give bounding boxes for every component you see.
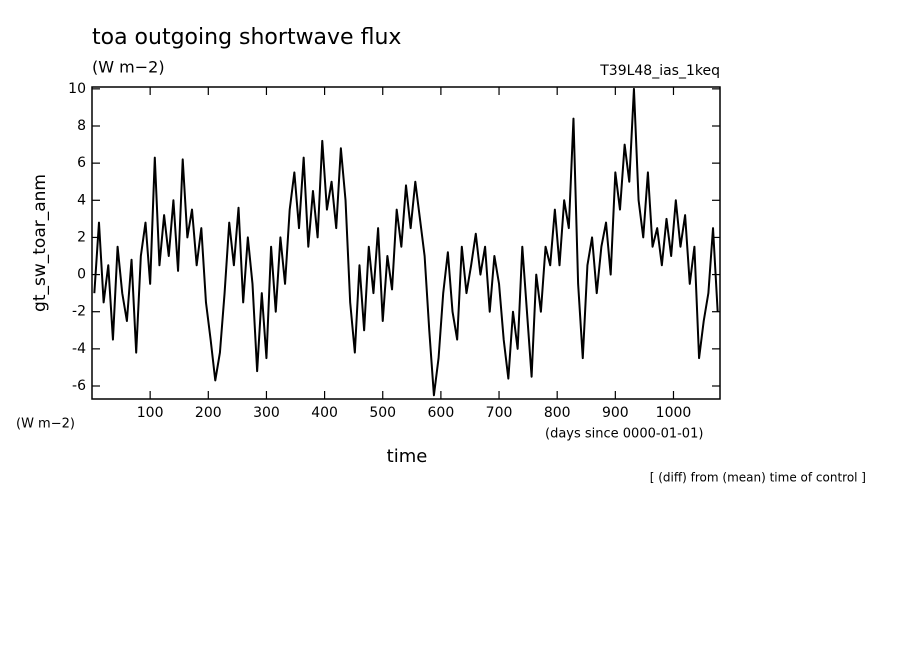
x-tick-label: 700 <box>486 405 513 421</box>
x-tick-label: 200 <box>195 405 222 421</box>
x-units: (days since 0000-01-01) <box>545 427 703 442</box>
chart-subtitle: (W m−2) <box>92 58 165 77</box>
y-tick-label: 4 <box>77 192 86 208</box>
chart-title: toa outgoing shortwave flux <box>92 25 401 50</box>
x-axis-label: time <box>387 446 428 467</box>
x-tick-label: 800 <box>544 405 571 421</box>
x-tick-label: 400 <box>311 405 338 421</box>
y-tick-label: 8 <box>77 118 86 134</box>
x-tick-label: 1000 <box>656 405 692 421</box>
y-tick-label: 2 <box>77 229 86 245</box>
data-line <box>93 87 719 397</box>
x-tick-label: 100 <box>137 405 164 421</box>
y-tick-label: 0 <box>77 267 86 283</box>
y-tick-label: -4 <box>72 341 86 357</box>
x-tick-label: 900 <box>602 405 629 421</box>
x-tick-label: 300 <box>253 405 280 421</box>
x-tick-label: 600 <box>428 405 455 421</box>
note: [ (diff) from (mean) time of control ] <box>650 471 866 485</box>
y-tick-label: -2 <box>72 304 86 320</box>
plot-frame <box>91 86 721 400</box>
run-label: T39L48_ias_1keq <box>599 63 720 79</box>
y-tick-label: -6 <box>72 378 86 394</box>
x-tick-label: 500 <box>369 405 396 421</box>
y-axis-label: gt_sw_toar_anm <box>30 174 50 312</box>
y-tick-label: 10 <box>68 81 86 97</box>
y-units: (W m−2) <box>16 417 75 432</box>
y-tick-label: 6 <box>77 155 86 171</box>
